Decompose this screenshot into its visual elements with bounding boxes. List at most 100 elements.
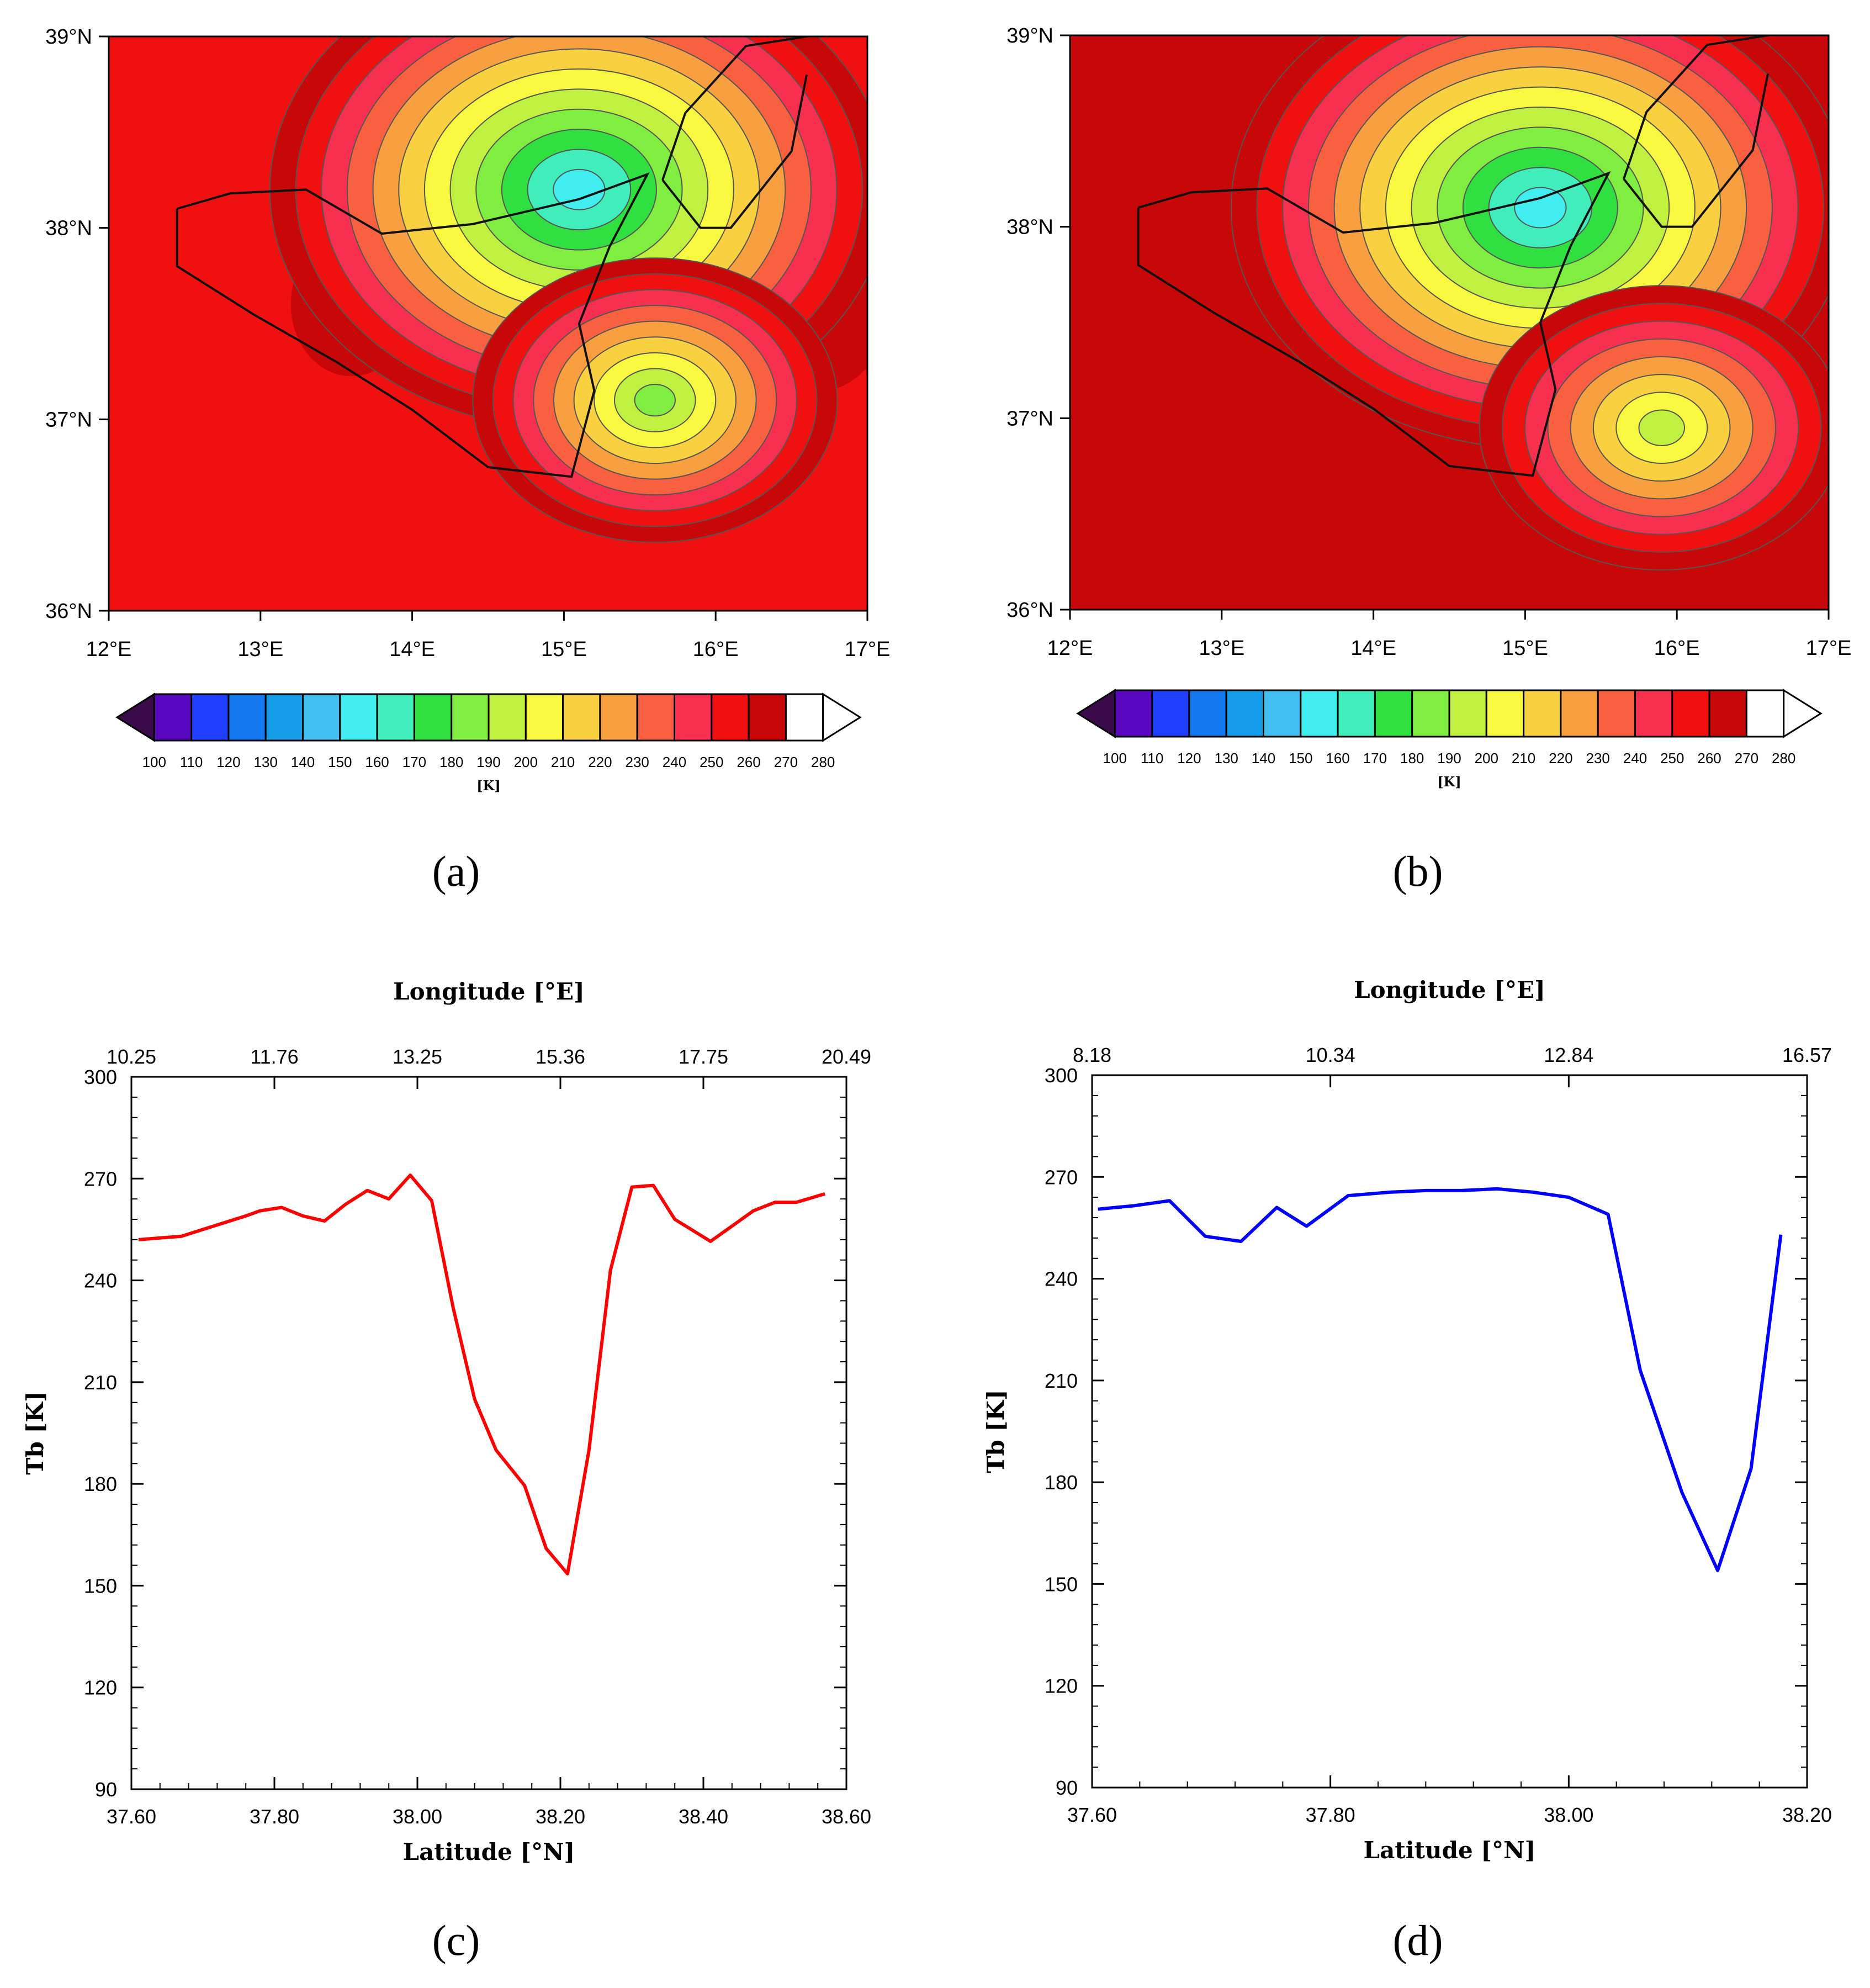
- colorbar-tick-label: 140: [1252, 750, 1275, 766]
- colorbar-tick-label: 110: [1141, 750, 1163, 766]
- y-axis-title: Tb [K]: [982, 1389, 1009, 1473]
- x2-tick-label: 20.49: [822, 1045, 871, 1068]
- colorbar-cell: [1151, 689, 1190, 738]
- colorbar-cell: [525, 693, 564, 742]
- colorbar-cell: [488, 693, 527, 742]
- coastline-sicily: [1137, 171, 1611, 477]
- x-tick-label: 38.00: [1544, 1804, 1593, 1826]
- colorbar-tick-label: 180: [1400, 750, 1424, 766]
- colorbar-tick-label: 200: [514, 754, 538, 770]
- contour-level-195: [1638, 409, 1685, 446]
- colorbar-tick-label: 160: [1326, 750, 1349, 766]
- panel-label-b: (b): [1393, 847, 1443, 895]
- colorbar-tick-label: 210: [1512, 750, 1535, 766]
- map-panel-a: 12°E 13°E 14°E 15°E 16°E 17°E 39°N 38°N 37°N 36°N: [45, 25, 891, 661]
- colorbar-cell: [1411, 689, 1450, 738]
- coastline-calabria: [661, 36, 814, 181]
- colorbar-tick-label: 170: [402, 754, 426, 770]
- x2-tick-label: 13.25: [393, 1045, 442, 1068]
- x-tick-label: 16°E: [693, 638, 739, 661]
- colorbar-cell: [264, 693, 304, 742]
- colorbar-cell: [190, 693, 230, 742]
- coastline-calabria: [1623, 35, 1775, 179]
- x-axis-title: Latitude [°N]: [403, 1838, 575, 1865]
- map-frame: [1069, 34, 1830, 611]
- x2-tick-label: 12.84: [1544, 1044, 1593, 1066]
- x-tick-label: 13°E: [1199, 637, 1244, 660]
- y-tick-label: 150: [1045, 1573, 1078, 1595]
- colorbar-over-triangle: [1783, 689, 1823, 738]
- colorbar-cell: [636, 693, 675, 742]
- y-tick-label: 150: [84, 1574, 117, 1597]
- x-tick-label: 38.20: [536, 1805, 585, 1828]
- colorbar-cell: [1485, 689, 1525, 738]
- x-tick-label: 37.80: [250, 1805, 299, 1828]
- x2-tick-label: 17.75: [679, 1045, 728, 1068]
- colorbar-tick-label: 140: [291, 754, 315, 770]
- plot-frame: [1091, 1074, 1808, 1789]
- colorbar-over-triangle: [822, 692, 862, 742]
- y-tick-label: 38°N: [1006, 216, 1053, 239]
- colorbar-tick-label: 120: [216, 754, 240, 770]
- colorbar-cell: [1708, 689, 1747, 738]
- colorbar-tick-label: 280: [811, 754, 835, 770]
- colorbar-tick-label: 110: [180, 754, 203, 770]
- colorbar-tick-label: 220: [588, 754, 612, 770]
- colorbar-cell: [748, 693, 787, 742]
- colorbar-tick-label: 220: [1549, 750, 1572, 766]
- colorbar-cell: [1448, 689, 1487, 738]
- x-tick-label: 38.20: [1782, 1804, 1832, 1826]
- line-chart-d: 90 120 150 180 210 240 270 300 37.60 37.80 38.00 38…: [982, 976, 1832, 1864]
- x-tick-label: 37.60: [107, 1805, 156, 1828]
- colorbar-cell: [413, 693, 453, 742]
- line-chart-c: 90 120 150 180 210 240 270 300 37.60 37.80 38.00 38…: [22, 978, 871, 1865]
- map-frame: [108, 35, 868, 612]
- colorbar-cell: [1671, 689, 1710, 738]
- colorbar-tick-label: 240: [1623, 750, 1647, 766]
- x2-tick-label: 10.34: [1306, 1044, 1355, 1066]
- colorbar-a: 100 110 120 130 140 150 160 170 180 190 200 210 220 2…: [115, 692, 862, 794]
- colorbar-tick-label: 250: [1660, 750, 1684, 766]
- colorbar-cell: [302, 693, 341, 742]
- colorbar-tick-label: 170: [1363, 750, 1387, 766]
- colorbar-cell: [1114, 689, 1153, 738]
- x2-tick-label: 8.18: [1073, 1044, 1111, 1066]
- x2-axis-title: Longitude [°E]: [1354, 976, 1545, 1003]
- colorbar-tick-label: 250: [700, 754, 723, 770]
- colorbar-tick-label: 270: [774, 754, 798, 770]
- colorbar-tick-label: 130: [1215, 750, 1238, 766]
- y-axis-title: Tb [K]: [22, 1391, 49, 1475]
- colorbar-cell: [1300, 689, 1339, 738]
- x-tick-label: 17°E: [845, 638, 891, 661]
- colorbar-tick-label: 130: [254, 754, 278, 770]
- plot-frame: [130, 1076, 847, 1790]
- series-line: [1098, 1187, 1783, 1572]
- x-tick-label: 37.80: [1306, 1804, 1355, 1826]
- y-tick-label: 180: [84, 1473, 117, 1495]
- colorbar-cell: [227, 693, 267, 742]
- x-tick-label: 14°E: [389, 638, 435, 661]
- x-tick-label: 38.60: [822, 1805, 871, 1828]
- colorbar-tick-label: 120: [1177, 750, 1201, 766]
- y-tick-label: 210: [84, 1371, 117, 1394]
- colorbar-cell: [599, 693, 638, 742]
- colorbar-tick-label: 190: [1437, 750, 1461, 766]
- colorbar-cell: [1560, 689, 1599, 738]
- colorbar-tick-label: 100: [142, 754, 166, 770]
- colorbar-tick-label: 230: [626, 754, 649, 770]
- colorbar-b: 100 110 120 130 140 150 160 170 180 190 200 210 220 2…: [1076, 689, 1823, 790]
- colorbar-tick-label: 190: [476, 754, 500, 770]
- colorbar-cell: [562, 693, 601, 742]
- contour-level-155: [1514, 187, 1567, 229]
- coastline-sicily: [176, 172, 650, 478]
- x2-tick-label: 16.57: [1782, 1044, 1832, 1066]
- x-tick-label: 15°E: [541, 638, 587, 661]
- x2-tick-label: 11.76: [250, 1045, 298, 1068]
- contour-level-185: [634, 384, 676, 417]
- x-tick-label: 16°E: [1654, 637, 1700, 660]
- colorbar-cell: [1597, 689, 1636, 738]
- colorbar-cell: [1337, 689, 1376, 738]
- colorbar-cell: [711, 693, 750, 742]
- x-tick-label: 17°E: [1806, 637, 1852, 660]
- colorbar-under-triangle: [115, 692, 155, 742]
